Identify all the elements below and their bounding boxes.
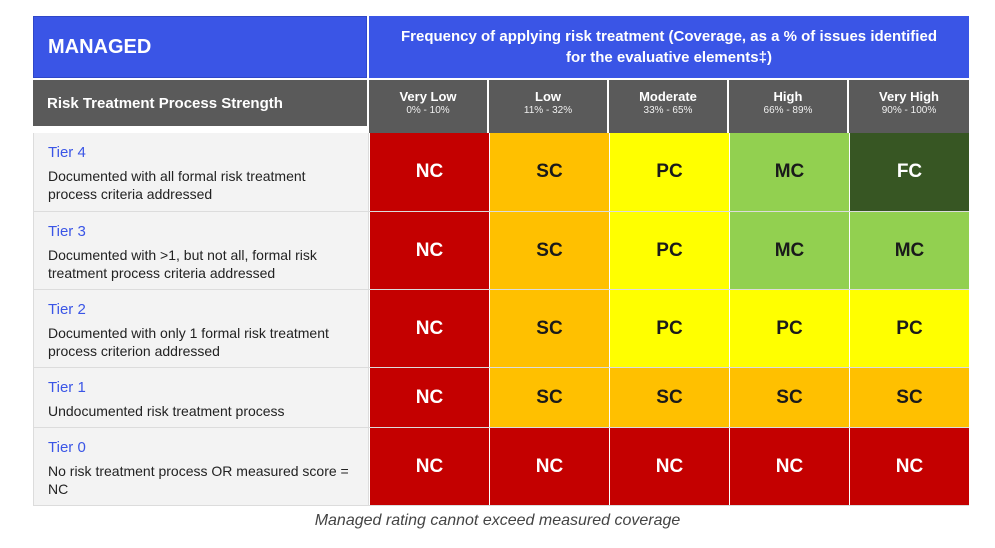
rating-cell: PC (609, 290, 729, 367)
tier-row-1: Tier 1 Undocumented risk treatment proce… (33, 368, 969, 428)
separator-row (33, 126, 969, 133)
column-header-moderate: Moderate 33% - 65% (607, 80, 727, 126)
tier-row-0: Tier 0 No risk treatment process OR meas… (33, 428, 969, 506)
tier-description: Undocumented risk treatment process (48, 403, 285, 419)
rating-cell: SC (489, 133, 609, 211)
rating-cell: SC (609, 368, 729, 427)
rating-cell: NC (369, 428, 489, 505)
rating-cell: SC (489, 368, 609, 427)
rating-cell: SC (489, 212, 609, 289)
rating-cell: NC (369, 368, 489, 427)
tier-name: Tier 0 (48, 439, 86, 456)
tier-name: Tier 3 (48, 223, 86, 240)
tier-name: Tier 4 (48, 144, 86, 161)
column-range: 11% - 32% (523, 105, 573, 116)
column-header-low: Low 11% - 32% (487, 80, 607, 126)
tier-row-4: Tier 4 Documented with all formal risk t… (33, 133, 969, 212)
tier-name: Tier 2 (48, 301, 86, 318)
row-axis-label: Risk Treatment Process Strength (33, 80, 367, 126)
column-range: 66% - 89% (763, 105, 813, 116)
rating-cell: NC (369, 212, 489, 289)
tier-row-3: Tier 3 Documented with >1, but not all, … (33, 212, 969, 290)
rating-matrix: MANAGED Frequency of applying risk treat… (33, 16, 969, 506)
header-row: MANAGED Frequency of applying risk treat… (33, 16, 969, 78)
rating-cell: NC (849, 428, 969, 505)
tier-row-2: Tier 2 Documented with only 1 formal ris… (33, 290, 969, 368)
column-name: Moderate (639, 89, 697, 104)
rating-cell: MC (729, 133, 849, 211)
rating-cell: FC (849, 133, 969, 211)
caption: Managed rating cannot exceed measured co… (314, 512, 681, 529)
rating-cell: MC (729, 212, 849, 289)
tier-label: Tier 4 Documented with all formal risk t… (33, 133, 369, 211)
rating-cell: PC (609, 212, 729, 289)
column-name: Very High (879, 89, 939, 104)
tier-label: Tier 0 No risk treatment process OR meas… (33, 428, 369, 505)
rating-cell: SC (489, 290, 609, 367)
column-range: 0% - 10% (406, 105, 450, 116)
tier-description: Documented with all formal risk treatmen… (48, 168, 306, 202)
column-range: 90% - 100% (881, 105, 937, 116)
frequency-title: Frequency of applying risk treatment (Co… (367, 16, 969, 78)
rating-cell: NC (369, 290, 489, 367)
tier-description: Documented with >1, but not all, formal … (48, 247, 317, 281)
rating-cell: NC (369, 133, 489, 211)
rating-cell: PC (609, 133, 729, 211)
tier-label: Tier 1 Undocumented risk treatment proce… (33, 368, 369, 427)
rating-cell: NC (489, 428, 609, 505)
column-header-very-low: Very Low 0% - 10% (367, 80, 487, 126)
matrix-title: MANAGED (33, 16, 367, 78)
rating-cell: PC (849, 290, 969, 367)
rating-cell: MC (849, 212, 969, 289)
tier-name: Tier 1 (48, 379, 86, 396)
tier-label: Tier 3 Documented with >1, but not all, … (33, 212, 369, 289)
rating-cell: SC (849, 368, 969, 427)
rating-cell: NC (609, 428, 729, 505)
column-range: 33% - 65% (643, 105, 693, 116)
column-name: High (773, 89, 803, 104)
column-header-very-high: Very High 90% - 100% (847, 80, 969, 126)
column-header-high: High 66% - 89% (727, 80, 847, 126)
column-name: Very Low (399, 89, 457, 104)
rating-cell: PC (729, 290, 849, 367)
column-name: Low (535, 89, 561, 104)
tier-description: Documented with only 1 formal risk treat… (48, 325, 329, 359)
tier-description: No risk treatment process OR measured sc… (48, 463, 349, 497)
rating-cell: SC (729, 368, 849, 427)
tier-label: Tier 2 Documented with only 1 formal ris… (33, 290, 369, 367)
rating-cell: NC (729, 428, 849, 505)
column-header-row: Risk Treatment Process Strength Very Low… (33, 80, 969, 126)
